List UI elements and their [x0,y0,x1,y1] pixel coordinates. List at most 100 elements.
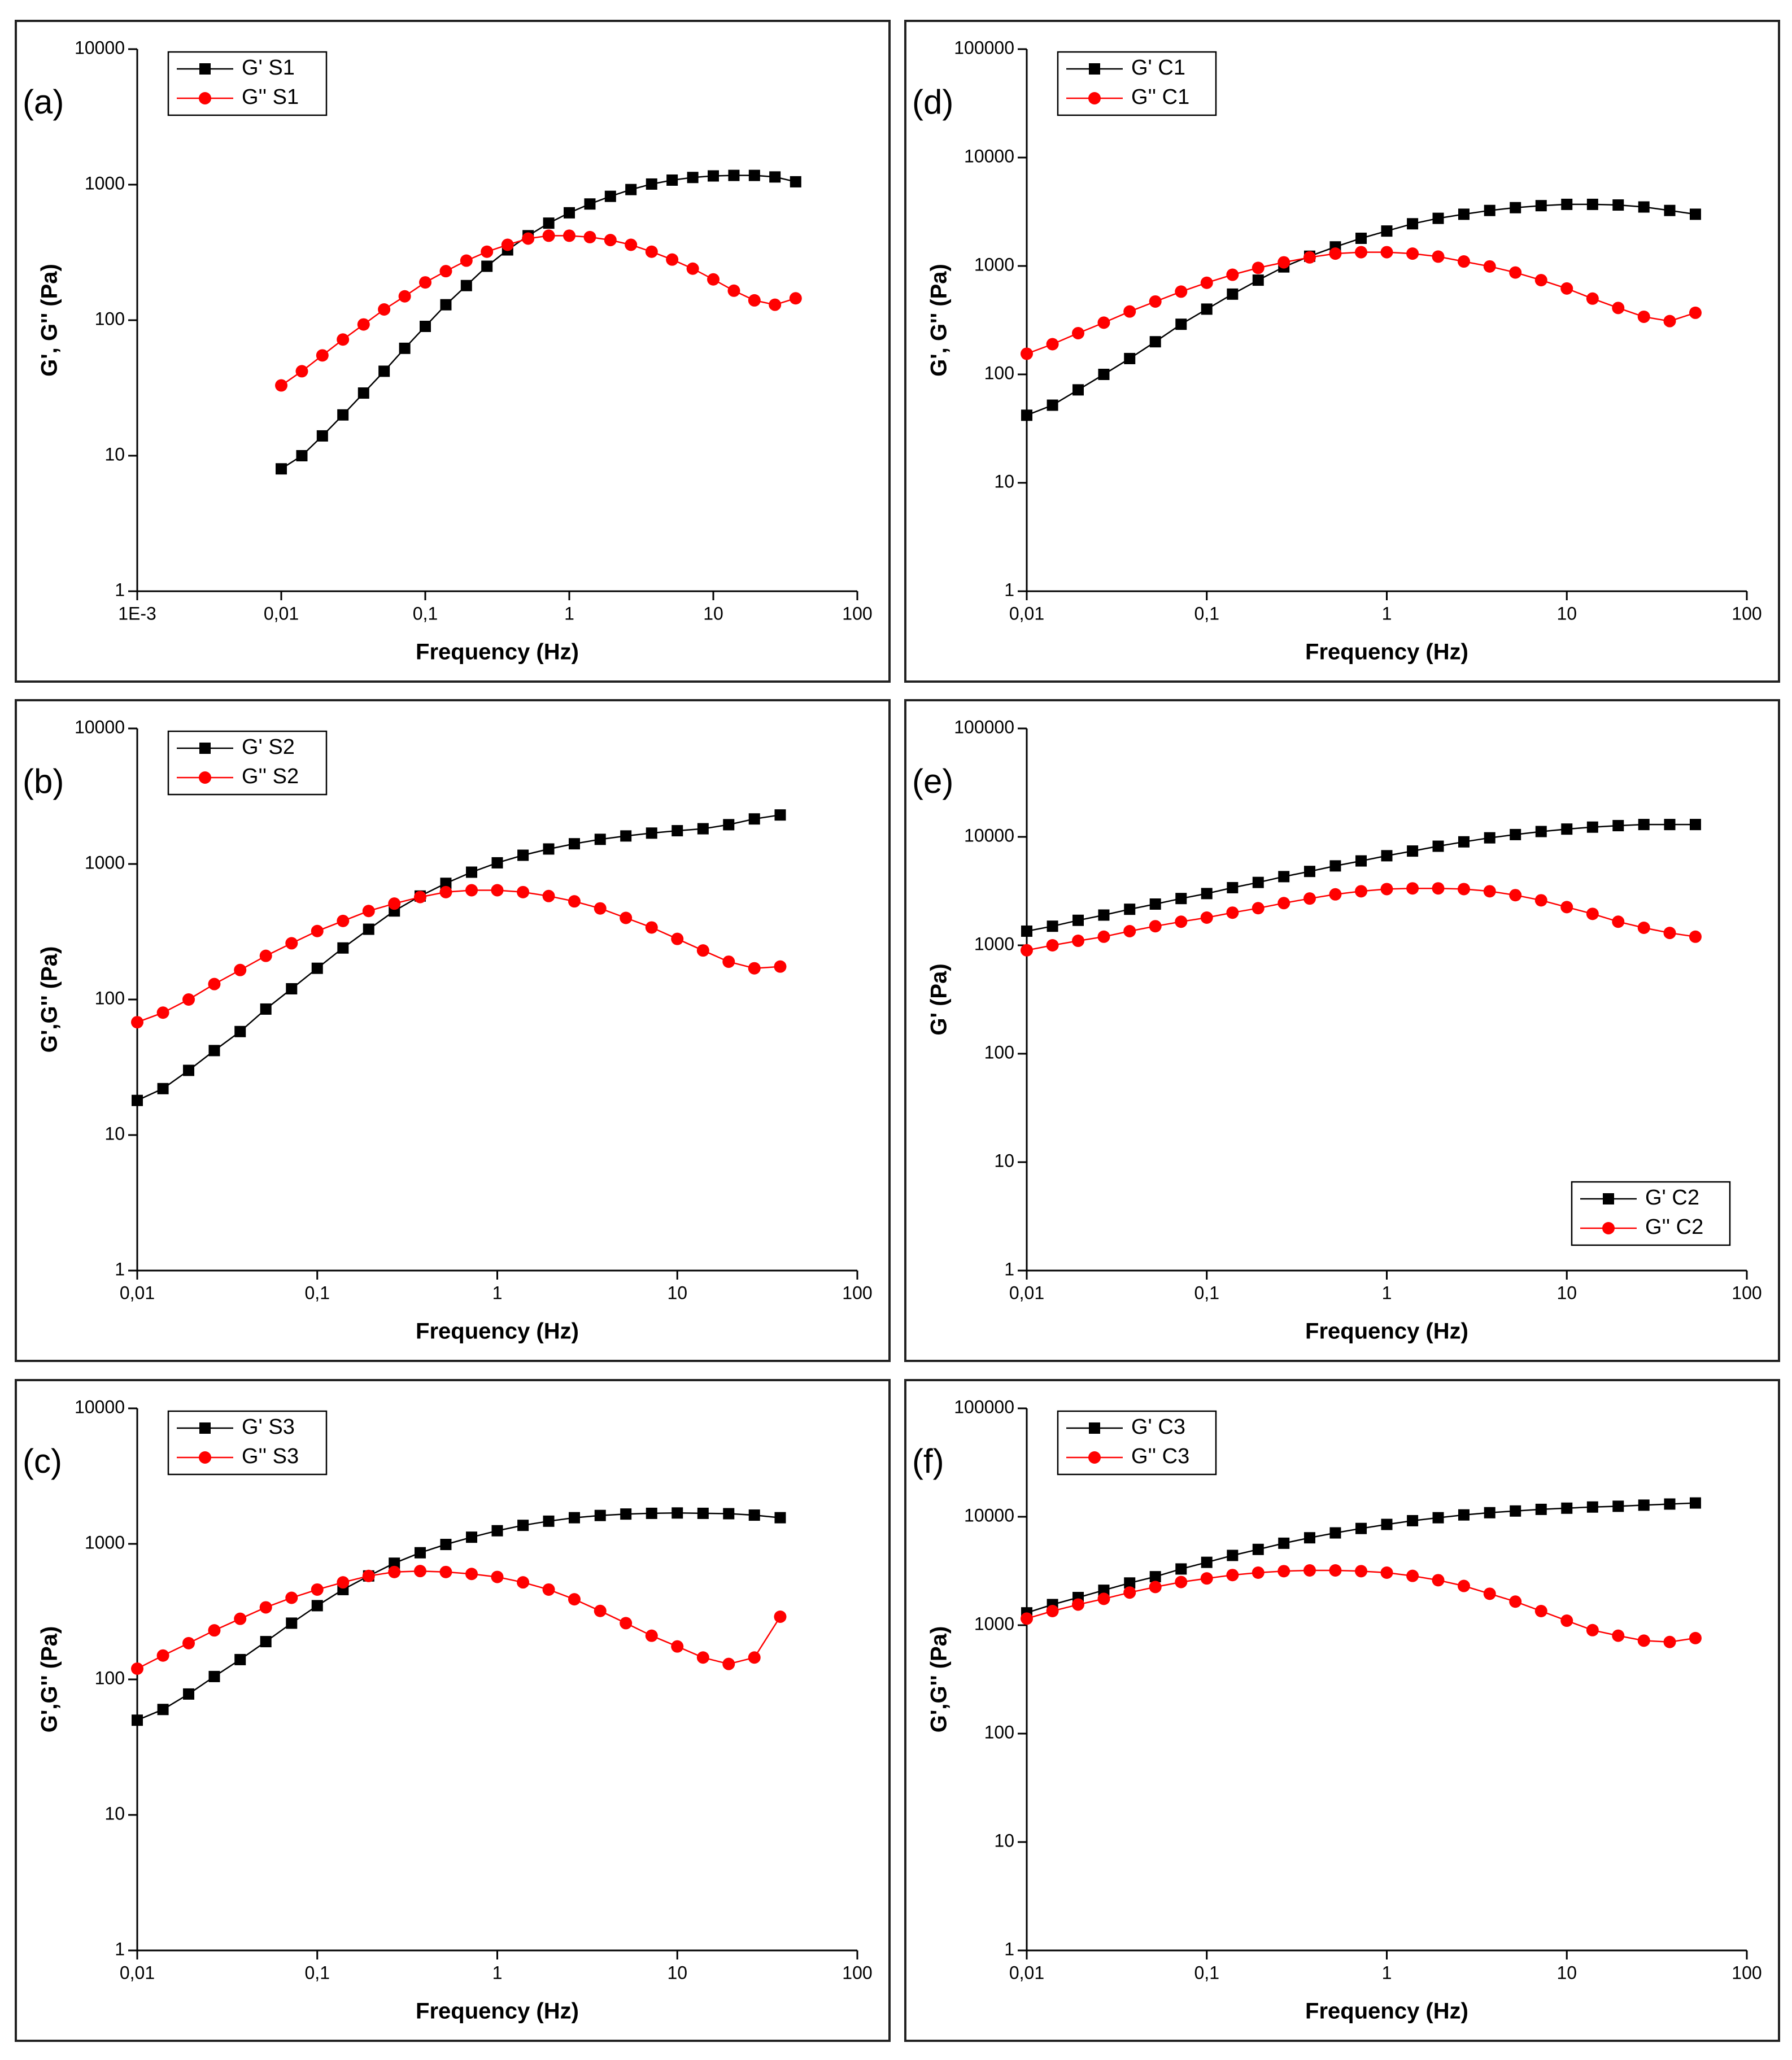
data-point [645,921,658,934]
data-point [604,190,616,202]
data-point [156,1006,169,1019]
data-point [1200,1572,1213,1585]
data-point [1484,1507,1495,1518]
data-point [1689,208,1701,220]
data-point [563,229,575,242]
legend-label: G'' S3 [242,1444,299,1468]
data-point [1638,819,1650,831]
data-point [1483,260,1496,273]
data-point [389,1557,400,1569]
y-tick-label: 10000 [75,717,125,737]
data-point [1510,1505,1521,1517]
data-point [501,238,514,251]
x-axis-label: Frequency (Hz) [1305,1999,1468,2024]
data-point [1483,885,1496,898]
data-point [1457,255,1470,268]
y-tick-label: 1 [115,579,125,600]
data-point [1149,898,1161,910]
y-axis-label: G',G'' (Pa) [37,946,62,1053]
data-point [1689,930,1702,943]
data-point [1098,369,1110,380]
data-point [259,1601,272,1614]
data-point [686,262,699,275]
x-tick-label: 10 [1556,1282,1577,1303]
data-point [769,298,782,311]
data-point [604,234,617,247]
data-point [208,1670,220,1682]
x-axis-label: Frequency (Hz) [416,1319,579,1344]
data-point [1047,399,1058,411]
data-point [1406,247,1419,260]
data-point [1432,1574,1445,1587]
data-point [1072,914,1084,926]
data-point [1072,326,1085,339]
data-point [1484,832,1495,844]
data-point [157,1083,169,1094]
data-point [1586,821,1598,833]
data-point [1612,199,1624,211]
data-point [419,276,431,289]
data-point [769,171,781,183]
data-point [1381,225,1393,237]
legend-label: G'' C1 [1131,85,1189,109]
x-tick-label: 1 [1382,603,1392,623]
data-point [568,1512,580,1524]
legend-marker [199,63,211,75]
data-point [363,923,374,935]
data-point [543,217,555,229]
data-point [1407,1515,1419,1526]
data-point [337,409,349,421]
data-point [1663,927,1676,940]
legend-label: G'' C3 [1131,1444,1189,1468]
data-point [234,1612,247,1625]
legend-label: G' S3 [242,1415,295,1439]
y-tick-label: 100000 [954,1396,1014,1417]
data-point [1380,246,1393,259]
data-point [583,230,596,243]
x-tick-label: 1 [1382,1962,1392,1983]
series-line [137,1512,781,1721]
x-tick-label: 100 [1732,1962,1762,1983]
data-point [1252,274,1264,286]
data-point [285,1591,298,1604]
data-point [672,825,683,837]
data-point [1123,1586,1136,1599]
data-point [439,885,452,898]
data-point [1355,232,1367,244]
data-point [1098,909,1110,921]
data-point [399,342,411,354]
data-point [1123,305,1136,318]
y-tick-label: 100 [95,988,125,1008]
x-axis-label: Frequency (Hz) [1305,1319,1468,1344]
x-tick-label: 1 [492,1962,503,1983]
data-point [311,1583,324,1596]
data-point [1227,1550,1239,1561]
data-point [460,254,473,267]
data-point [722,955,735,968]
data-point [1406,1569,1419,1582]
y-tick-label: 1000 [974,933,1014,954]
legend-marker [199,1422,211,1434]
data-point [234,1653,246,1665]
data-point [1201,303,1213,315]
data-point [1252,876,1264,888]
data-point [183,1064,195,1076]
data-point [1380,1566,1393,1579]
data-point [1098,1585,1110,1596]
data-point [1355,1522,1367,1534]
legend-box [1057,1410,1217,1476]
panel-label: (c) [23,1442,62,1480]
data-point [1407,845,1419,857]
data-point [1380,883,1393,896]
data-point [316,430,328,442]
data-point [1201,888,1213,900]
panel-border [904,20,1780,683]
data-point [543,843,555,855]
y-tick-label: 10 [104,1123,125,1144]
y-tick-label: 10000 [75,1396,125,1417]
data-point [1458,1509,1470,1521]
x-tick-label: 0,01 [1009,603,1044,623]
data-point [1278,871,1290,883]
data-point [440,299,452,311]
data-point [1510,828,1521,840]
